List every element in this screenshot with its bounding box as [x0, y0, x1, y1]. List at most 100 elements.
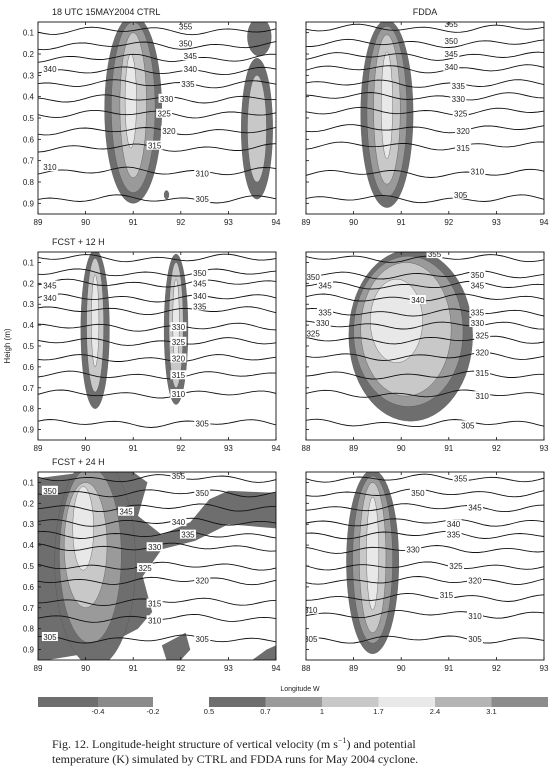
contour-label-bg: [156, 108, 173, 118]
contour-label: 350: [43, 487, 57, 496]
contour-label: 350: [193, 269, 207, 278]
contour-label-bg: [466, 634, 483, 644]
contour-label: 315: [456, 144, 470, 153]
isentrope-355: [38, 474, 276, 483]
contour-label: 310: [471, 167, 485, 176]
contour-label: 305: [468, 635, 482, 644]
contour-label-bg: [182, 63, 199, 73]
contour-label-bg: [452, 189, 469, 199]
isentrope-310: [306, 610, 544, 619]
contour-label: 345: [318, 281, 332, 290]
x-tick-label: 94: [272, 218, 281, 227]
contour-label-bg: [405, 544, 422, 554]
isentrope-310: [306, 168, 544, 178]
isentrope-305: [38, 634, 276, 644]
contour-label: 355: [428, 250, 442, 259]
x-tick-label: 90: [397, 444, 406, 453]
contour-label-bg: [194, 575, 211, 585]
contour-label: 350: [445, 37, 459, 46]
panel-frame: [305, 21, 545, 215]
isentrope-330: [38, 322, 276, 332]
isentrope-310: [38, 389, 276, 399]
contour-label-bg: [469, 318, 486, 328]
panel-4: 3553503503453453403353353303303253253203…: [302, 250, 549, 453]
y-tick-label: 0.1: [23, 29, 35, 38]
contour-label-bg: [317, 307, 334, 317]
x-tick-label: 94: [540, 218, 549, 227]
y-tick-label: 0.7: [23, 157, 35, 166]
contour-label-bg: [170, 336, 187, 346]
isentrope-330: [306, 92, 544, 101]
panel-plot-area: 355 350 345 340 335 330 325 320 315 310 310 305 305: [304, 472, 544, 654]
isentrope-320: [306, 576, 544, 585]
y-tick-label: 0.3: [23, 520, 35, 529]
y-tick-label: 0.5: [23, 114, 35, 123]
isentrope-315: [306, 370, 544, 380]
x-tick-label: 94: [272, 444, 281, 453]
contour-label-bg: [445, 519, 462, 529]
updraft-shade: [172, 278, 180, 363]
caption-line-1: Fig. 12. Longitude-height structure of v…: [52, 736, 416, 751]
colorbar-label: 1.7: [373, 707, 383, 716]
downdraft-region: [252, 645, 276, 660]
contour-label: 355: [454, 474, 468, 483]
contour-label: 320: [172, 355, 186, 364]
y-tick-label: 0.9: [23, 426, 35, 435]
updraft-shade: [72, 486, 94, 571]
contour-label-bg: [474, 347, 491, 357]
isentrope-335: [306, 530, 544, 540]
x-tick-label: 89: [34, 444, 43, 453]
contour-label: 320: [475, 348, 489, 357]
contour-label-bg: [409, 487, 426, 497]
panel-title: FCST + 24 H: [52, 457, 105, 467]
contour-label-bg: [146, 598, 163, 608]
contour-label-bg: [194, 194, 211, 204]
contour-label: 325: [475, 332, 489, 341]
contour-label-bg: [179, 78, 196, 88]
contour-label: 330: [172, 323, 186, 332]
contour-label: 315: [475, 369, 489, 378]
isentrope-320: [38, 354, 276, 362]
contour-label-bg: [306, 272, 322, 282]
contour-label-bg: [191, 267, 208, 277]
colorbar-label: 2.4: [430, 707, 440, 716]
isentrope-355: [38, 253, 276, 263]
contour-label-bg: [170, 389, 187, 399]
contour-label-bg: [194, 168, 211, 178]
contour-label-bg: [474, 391, 491, 401]
contour-label: 335: [452, 82, 466, 91]
panel-2: 355 350 345 340 335 330 325 320 315 310 305 89 90 91 9…: [302, 7, 549, 227]
contour-label: 350: [306, 273, 320, 282]
contour-label-bg: [443, 49, 460, 58]
colorbar-label: -0.4: [92, 707, 105, 716]
y-tick-label: 0.1: [23, 478, 35, 487]
y-axis-label: Heigh (m): [3, 328, 12, 363]
colorbar-swatch-pos: [378, 697, 435, 707]
y-tick-label: 0.3: [23, 300, 35, 309]
colorbar-label: -0.2: [147, 707, 160, 716]
isentrope-330: [306, 320, 544, 330]
isentrope-320: [38, 126, 276, 136]
contour-label: 330: [160, 95, 174, 104]
isentrope-305: [38, 194, 276, 204]
isentrope-315: [306, 141, 544, 151]
contour-label: 330: [148, 543, 162, 552]
contour-label-bg: [177, 22, 194, 31]
contour-label-bg: [426, 252, 443, 259]
panel-frame: [305, 471, 545, 661]
contour-label: 310: [304, 606, 318, 615]
contour-label-bg: [443, 36, 460, 46]
contour-label: 325: [454, 110, 468, 119]
y-tick-label: 0.4: [23, 93, 35, 102]
isentrope-345: [306, 51, 544, 61]
contour-label: 305: [43, 633, 57, 642]
contour-label-bg: [170, 517, 187, 527]
x-tick-label: 92: [444, 218, 453, 227]
contour-label: 305: [196, 419, 210, 428]
x-tick-label: 91: [444, 444, 453, 453]
contour-label-bg: [443, 61, 460, 71]
contour-label-bg: [41, 632, 58, 642]
contour-label: 310: [43, 163, 57, 172]
isentrope-315: [306, 592, 544, 602]
